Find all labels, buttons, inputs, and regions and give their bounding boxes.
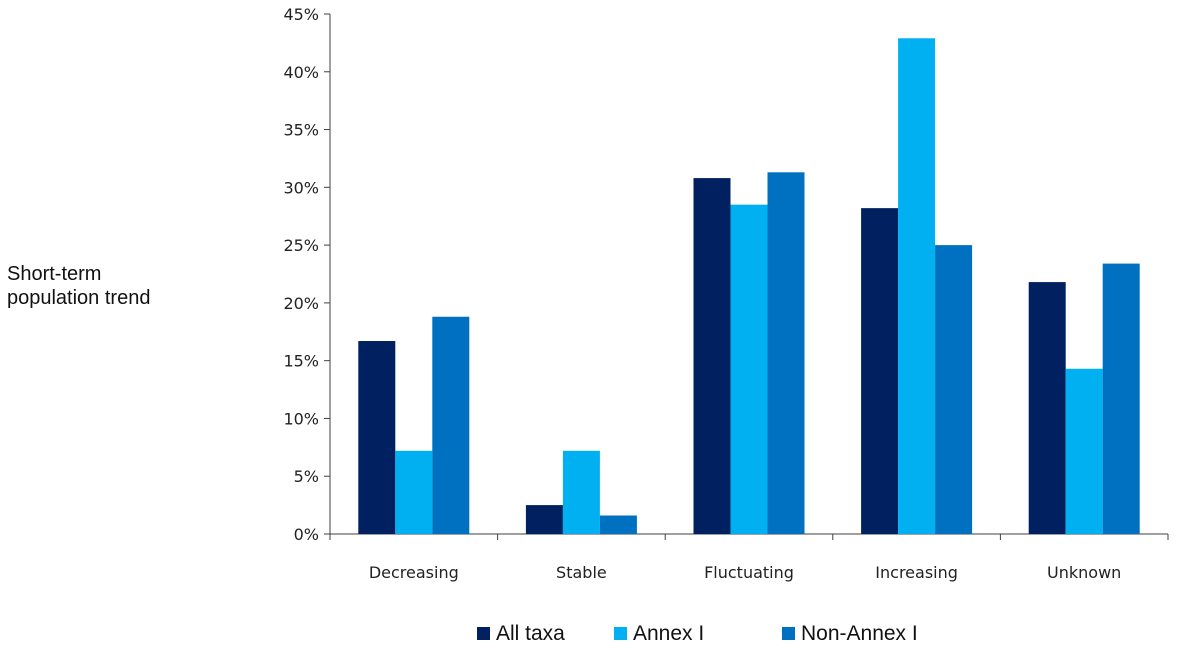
bar-all-taxa-decreasing — [358, 341, 396, 534]
x-tick-label: Fluctuating — [704, 563, 794, 582]
bar-all-taxa-unknown — [1028, 282, 1066, 534]
legend-label-1: Annex I — [633, 622, 704, 645]
y-tick-label: 10% — [283, 409, 319, 428]
bar-annex-i-unknown — [1065, 368, 1103, 534]
y-axis-label-line2: population trend — [7, 287, 151, 309]
x-tick-label: Unknown — [1047, 563, 1121, 582]
bar-non-annex-i-increasing — [935, 245, 973, 534]
y-axis-label: Short-term population trend — [7, 262, 227, 310]
bar-non-annex-i-unknown — [1102, 263, 1140, 534]
x-tick-label: Increasing — [875, 563, 958, 582]
bar-all-taxa-stable — [525, 505, 563, 534]
y-tick-label: 40% — [283, 63, 319, 82]
x-tick-label: Decreasing — [369, 563, 459, 582]
legend-label-2: Non-Annex I — [801, 622, 918, 645]
legend-swatch-1 — [614, 627, 627, 640]
y-tick-label: 20% — [283, 294, 319, 313]
bar-annex-i-decreasing — [395, 450, 433, 534]
bar-all-taxa-fluctuating — [693, 178, 731, 535]
y-tick-label: 15% — [283, 352, 319, 371]
y-tick-label: 25% — [283, 236, 319, 255]
legend-label-0: All taxa — [496, 622, 565, 645]
x-tick-label: Stable — [556, 563, 607, 582]
bar-annex-i-increasing — [898, 38, 936, 535]
legend-swatch-0 — [477, 627, 490, 640]
y-tick-label: 0% — [294, 525, 319, 544]
y-tick-label: 45% — [283, 5, 319, 24]
y-tick-label: 35% — [283, 121, 319, 140]
bar-non-annex-i-decreasing — [432, 316, 470, 534]
y-tick-label: 30% — [283, 178, 319, 197]
bar-all-taxa-increasing — [861, 208, 899, 534]
bar-non-annex-i-fluctuating — [767, 172, 805, 535]
bar-annex-i-fluctuating — [730, 204, 768, 534]
legend-swatch-2 — [782, 627, 795, 640]
bar-annex-i-stable — [562, 450, 600, 534]
y-axis-label-line1: Short-term — [7, 263, 102, 285]
y-tick-label: 5% — [294, 467, 319, 486]
bar-non-annex-i-stable — [599, 515, 637, 534]
